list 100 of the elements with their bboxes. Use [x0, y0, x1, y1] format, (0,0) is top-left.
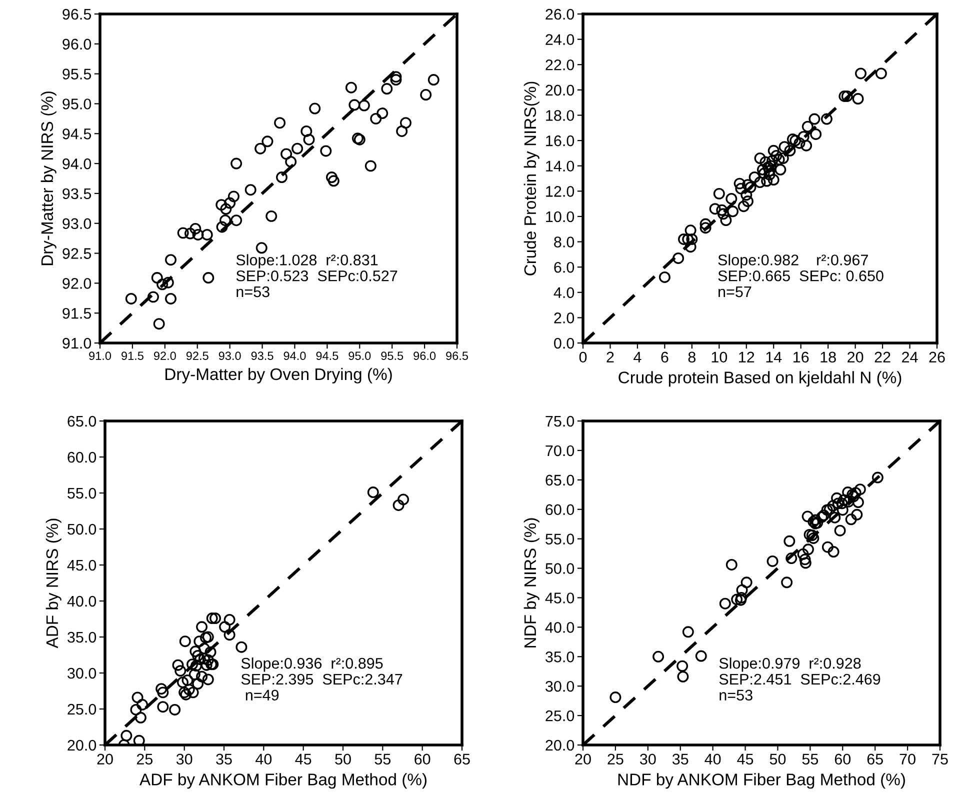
- y-tick-label: 65.0: [546, 474, 574, 486]
- y-axis-title: Crude Protein by NIRS(%): [524, 82, 540, 276]
- y-tick-label: 2.0: [554, 312, 574, 324]
- y-tick-label: 6.0: [554, 262, 574, 273]
- y-tick-label: 70.0: [546, 445, 574, 456]
- y-tick-label: 10.0: [546, 211, 574, 222]
- annotation: SEP:2.395 SEPc:2.347: [241, 674, 402, 685]
- x-axis-title: Crude protein Based on kjeldahl N (%): [618, 371, 902, 387]
- y-tick-label: 45.0: [67, 560, 96, 571]
- x-tick-label: 14: [766, 352, 782, 362]
- x-tick-label: 20: [848, 352, 864, 363]
- x-tick-label: 75: [932, 754, 948, 765]
- x-tick-label: 30: [640, 754, 656, 765]
- x-tick-label: 18: [820, 352, 836, 363]
- x-tick-label: 20: [575, 754, 591, 765]
- x-tick-label: 20: [97, 754, 113, 765]
- x-tick-label: 45: [737, 754, 754, 765]
- x-tick-label: 4: [634, 352, 642, 362]
- annotation: n=53: [236, 286, 270, 298]
- x-tick-label: 35: [672, 754, 688, 765]
- x-tick-label: 94.0: [284, 352, 306, 360]
- y-tick-label: 93.5: [62, 188, 92, 200]
- x-tick-label: 0: [579, 352, 587, 363]
- x-tick-label: 25: [136, 754, 153, 765]
- x-tick-label: 40: [256, 754, 272, 765]
- x-tick-label: 50: [335, 754, 351, 765]
- y-tick-label: 25.0: [546, 710, 574, 722]
- y-tick-label: 26.0: [546, 8, 574, 20]
- annotation: Slope:1.028 r²:0.831: [236, 254, 378, 268]
- x-tick-label: 55: [374, 754, 391, 765]
- x-tick-label: 65: [454, 754, 470, 765]
- y-tick-label: 75.0: [546, 416, 574, 427]
- y-tick-label: 35.0: [68, 632, 96, 643]
- y-tick-label: 55.0: [68, 488, 96, 499]
- y-tick-label: 40.0: [67, 596, 96, 607]
- x-tick-label: 45: [295, 754, 312, 765]
- x-tick-label: 50: [770, 754, 786, 765]
- x-tick-label: 92.5: [186, 352, 208, 360]
- y-tick-label: 94.5: [62, 128, 92, 140]
- y-tick-label: 35.0: [546, 652, 574, 662]
- y-tick-label: 96.5: [62, 8, 92, 20]
- x-tick-label: 91.5: [122, 352, 144, 360]
- x-tick-label: 6: [661, 352, 668, 363]
- x-tick-label: 24: [902, 352, 918, 362]
- y-tick-label: 92.0: [62, 278, 92, 289]
- annotation: SEP:2.451 SEPc:2.469: [719, 674, 880, 685]
- annotation: Slope:0.936 r²:0.895: [241, 658, 383, 672]
- y-tick-label: 50.0: [546, 563, 574, 574]
- x-axis-title: ADF by ANKOM Fiber Bag Method (%): [140, 773, 426, 789]
- y-tick-label: 91.5: [62, 308, 92, 319]
- annotation: Slope:0.982 r²:0.967: [718, 254, 868, 268]
- annotation: n=53: [720, 690, 752, 701]
- x-tick-label: 95.5: [381, 352, 404, 360]
- x-tick-label: 8: [688, 352, 696, 363]
- y-axis-title: Dry-Matter by NIRS (%): [40, 92, 56, 266]
- y-tick-label: 16.0: [546, 135, 574, 146]
- x-tick-label: 60: [834, 754, 851, 765]
- annotation: Slope:0.979 r²:0.928: [719, 658, 861, 672]
- x-tick-label: 40: [704, 754, 721, 765]
- y-tick-label: 20.0: [68, 740, 96, 751]
- y-tick-label: 4.0: [554, 287, 574, 298]
- y-tick-label: 94.0: [62, 158, 92, 170]
- x-tick-label: 92.0: [154, 352, 176, 360]
- y-tick-label: 22.0: [546, 59, 574, 70]
- x-axis-title: NDF by ANKOM Fiber Bag Method (%): [618, 773, 905, 789]
- x-tick-label: 93.0: [218, 352, 241, 360]
- y-tick-label: 93.0: [62, 218, 92, 230]
- y-axis-title: ADF by NIRS (%): [46, 518, 62, 648]
- y-tick-label: 50.0: [68, 524, 96, 535]
- x-tick-label: 91.0: [89, 352, 112, 360]
- y-tick-label: 14.0: [546, 160, 574, 172]
- y-tick-label: 60.0: [546, 504, 574, 516]
- x-tick-label: 26: [929, 352, 945, 363]
- x-axis-title: Dry-Matter by Oven Drying (%): [166, 368, 392, 384]
- y-tick-label: 30.0: [546, 680, 574, 692]
- x-tick-label: 96.0: [414, 352, 436, 360]
- x-tick-label: 25: [608, 754, 624, 765]
- y-tick-label: 18.0: [546, 110, 574, 121]
- y-tick-label: 40.0: [545, 622, 574, 633]
- y-tick-label: 25.0: [68, 704, 96, 715]
- y-tick-label: 45.0: [545, 592, 574, 604]
- x-tick-label: 55: [802, 754, 818, 765]
- x-tick-label: 16: [794, 352, 809, 363]
- x-tick-label: 93.5: [251, 352, 274, 360]
- y-tick-label: 8.0: [554, 236, 574, 248]
- annotation: n=57: [718, 286, 752, 298]
- y-tick-label: 24.0: [546, 34, 574, 45]
- x-tick-label: 12: [739, 352, 754, 362]
- y-tick-label: 65.0: [68, 416, 96, 427]
- x-tick-label: 2: [606, 352, 614, 362]
- y-tick-label: 20.0: [546, 84, 574, 96]
- x-tick-label: 30: [176, 754, 192, 765]
- y-tick-label: 12.0: [546, 186, 574, 197]
- y-tick-label: 20.0: [546, 740, 574, 751]
- y-tick-label: 91.0: [62, 338, 92, 349]
- x-tick-label: 22: [874, 352, 890, 362]
- annotation: n=49: [246, 690, 279, 701]
- x-tick-label: 96.5: [446, 352, 468, 360]
- y-tick-label: 30.0: [68, 668, 96, 679]
- annotation: SEP:0.665 SEPc: 0.650: [718, 270, 884, 282]
